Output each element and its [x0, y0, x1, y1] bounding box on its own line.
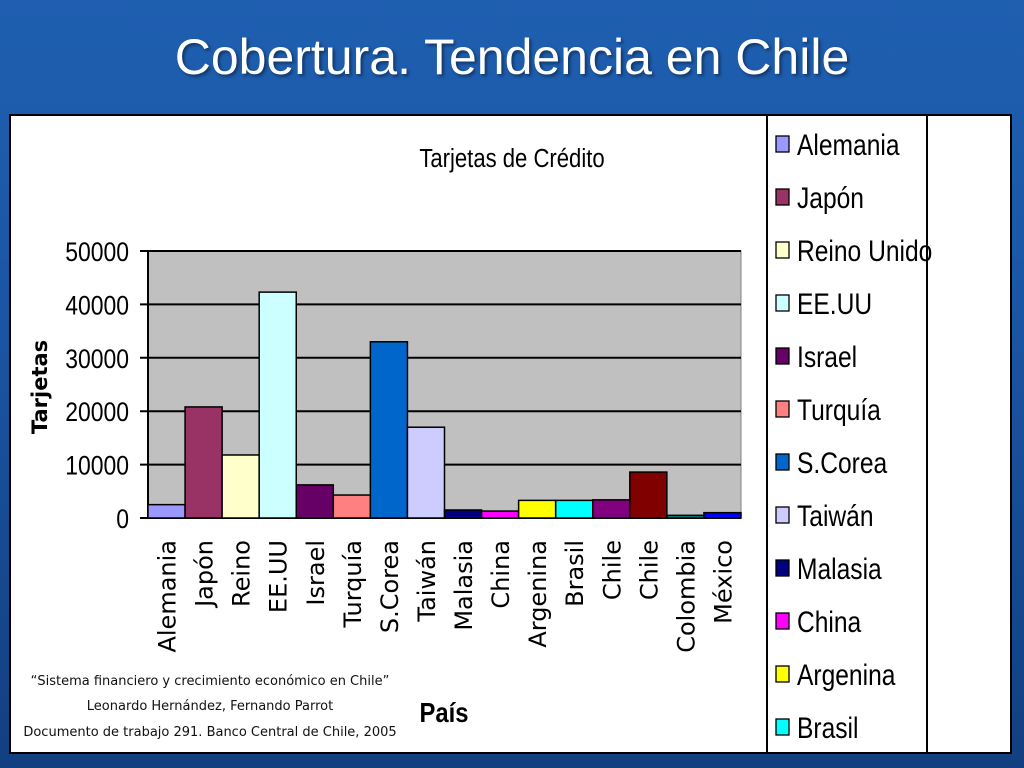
x-tick-label: Chile — [598, 540, 626, 600]
y-tick-label: 40000 — [65, 291, 129, 321]
x-tick-label: S.Corea — [376, 540, 404, 633]
legend-label: Malasia — [797, 552, 882, 586]
x-tick-label: Taiwán — [413, 540, 441, 623]
x-tick-label: Reino — [228, 540, 256, 607]
citation-line-3: Documento de trabajo 291. Banco Central … — [23, 725, 397, 740]
bar — [295, 484, 335, 519]
bar — [703, 511, 742, 519]
y-axis-label: Tarjetas — [28, 340, 52, 434]
legend-label: Reino Unido — [797, 234, 932, 268]
legend-label: Taiwán — [797, 499, 874, 533]
legend-swatch — [775, 612, 790, 630]
x-tick-labels: Alemania Japón Reino EE.UU Israel Turquía S.Co… — [154, 540, 738, 653]
x-tick-label: Colombia — [672, 540, 700, 653]
x-tick-label: Turquía — [339, 540, 367, 629]
legend-label: Argenina — [797, 658, 896, 692]
legend-label: China — [797, 605, 862, 639]
x-tick-label: Brasil — [561, 540, 589, 607]
legend-swatch — [775, 347, 790, 365]
bar — [517, 499, 557, 519]
bar — [184, 406, 223, 519]
bars — [147, 291, 742, 519]
legend-swatch — [775, 188, 790, 206]
x-tick-label: EE.UU — [265, 540, 293, 613]
bar — [221, 454, 260, 519]
legend-label: Israel — [797, 340, 857, 374]
citation-line-2: Leonardo Hernández, Fernando Parrot — [86, 699, 334, 714]
y-tick-label: 20000 — [65, 397, 129, 427]
bar — [592, 499, 631, 519]
x-tick-label: Japón — [191, 540, 219, 609]
x-tick-label: China — [487, 540, 515, 609]
x-tick-label: Argenina — [524, 540, 552, 648]
y-tick-label: 10000 — [65, 451, 129, 481]
legend-label: Alemania — [797, 128, 900, 162]
x-tick-label: México — [709, 540, 737, 624]
y-tick-label: 30000 — [65, 344, 129, 374]
legend-label: EE.UU — [797, 287, 872, 321]
chart-legend: Alemania Japón Reino Unido EE.UU Israel Turqu… — [766, 115, 932, 753]
legend-swatch — [775, 506, 790, 524]
legend-swatch — [775, 453, 790, 471]
x-tick-label: Israel — [302, 540, 330, 606]
bar — [332, 494, 372, 519]
bar — [406, 426, 446, 519]
x-axis-label: País — [420, 696, 469, 728]
slide-title: Cobertura. Tendencia en Chile — [174, 29, 850, 85]
x-tick-label: Malasia — [450, 540, 478, 631]
chart-title: Tarjetas de Crédito — [419, 144, 604, 173]
legend-swatch — [775, 400, 790, 418]
legend-swatch — [775, 241, 790, 259]
bar — [666, 514, 705, 519]
legend-label: Brasil — [797, 711, 858, 745]
y-tick-label: 0 — [116, 504, 129, 534]
legend-swatch — [775, 294, 790, 312]
bar — [480, 510, 520, 519]
x-tick-label: Chile — [635, 540, 663, 600]
bar — [258, 291, 297, 519]
legend-label: Turquía — [797, 393, 882, 427]
bar — [629, 471, 668, 519]
legend-label: Japón — [797, 181, 864, 215]
legend-swatch — [775, 665, 790, 683]
bar — [369, 341, 409, 519]
bar — [147, 503, 186, 519]
legend-swatch — [775, 135, 790, 153]
bar — [443, 509, 483, 519]
legend-label: S.Corea — [797, 446, 888, 480]
x-tick-label: Alemania — [154, 540, 182, 653]
legend-swatch — [775, 559, 790, 577]
y-tick-label: 50000 — [65, 237, 129, 267]
citation-line-1: “Sistema financiero y crecimiento económ… — [30, 674, 390, 689]
legend-swatch — [775, 718, 790, 736]
y-tick-labels: 0 10000 20000 30000 40000 50000 — [65, 237, 129, 534]
bar — [554, 499, 594, 519]
